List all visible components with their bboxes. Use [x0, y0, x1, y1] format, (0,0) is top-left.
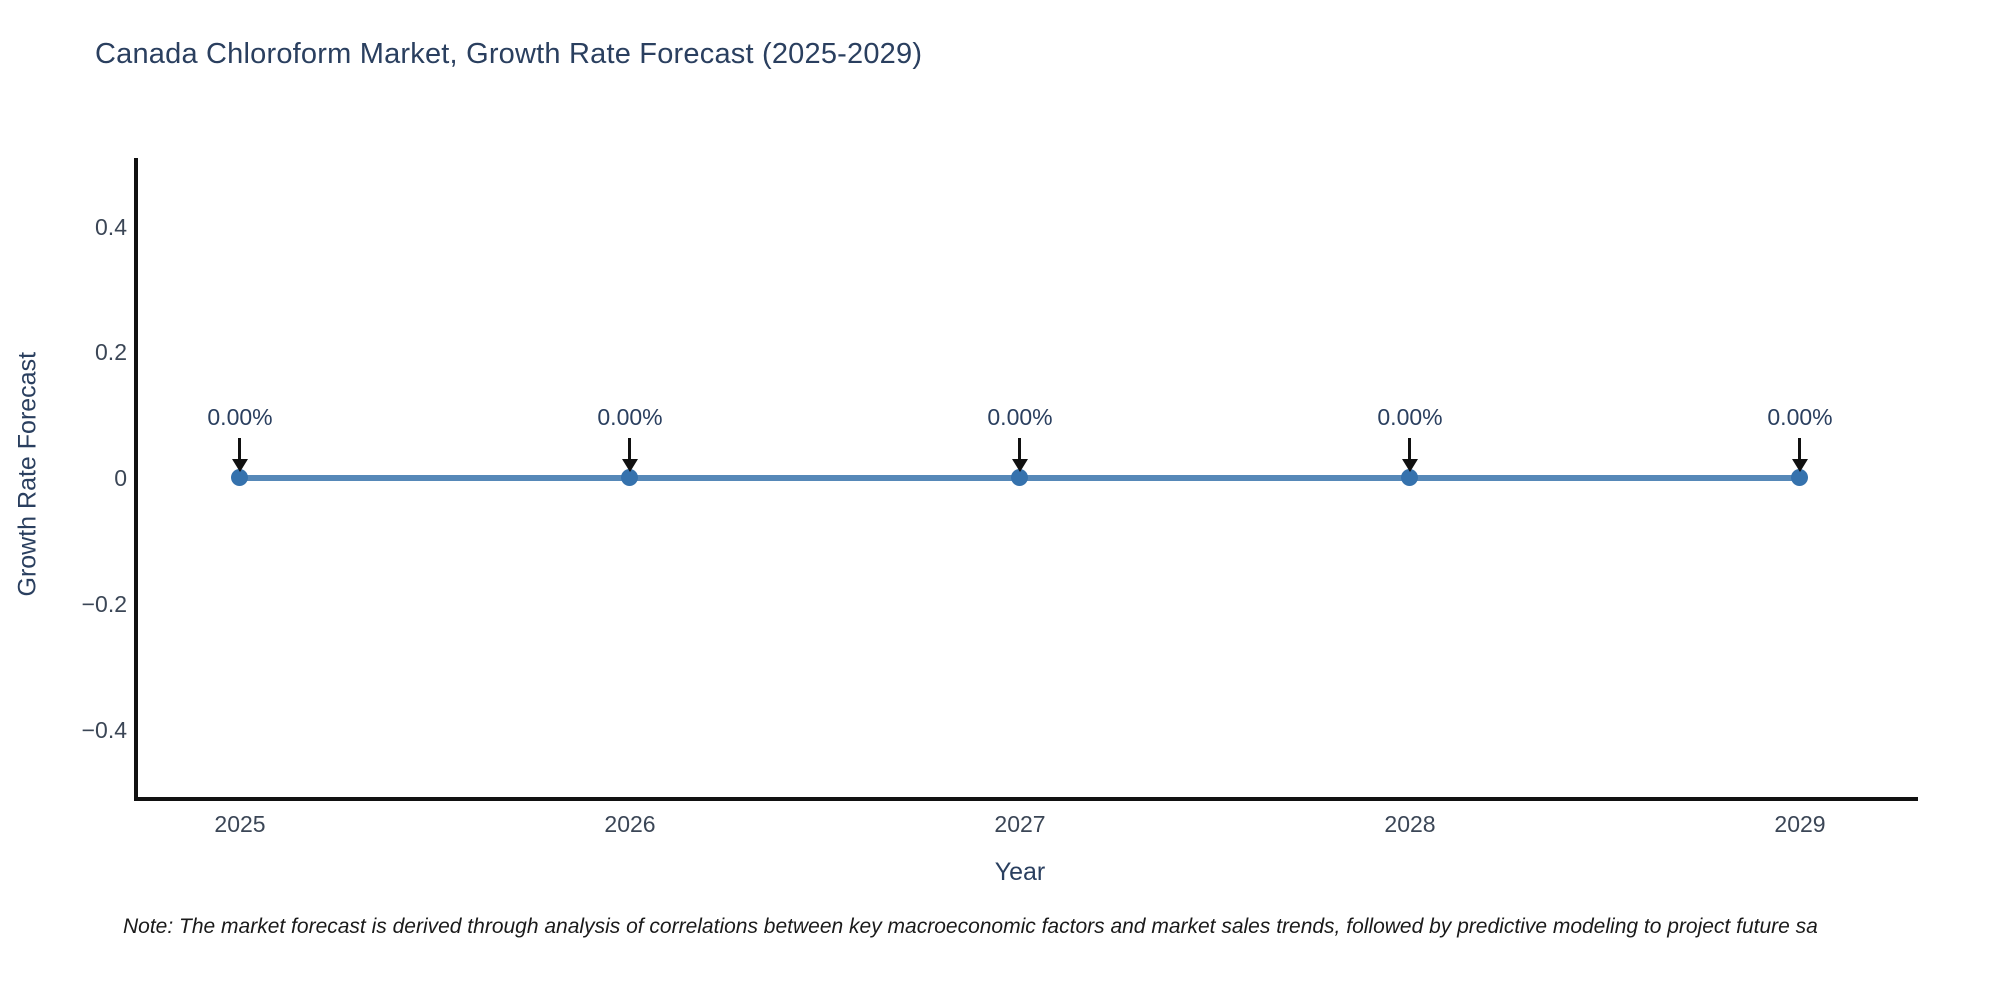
y-tick-label: 0.2	[95, 339, 127, 365]
annotation-arrow-shaft	[1798, 438, 1801, 463]
x-tick-label: 2028	[1384, 811, 1436, 837]
x-tick-label: 2026	[604, 811, 656, 837]
annotation-arrow-shaft	[238, 438, 241, 463]
x-tick-label: 2025	[214, 811, 266, 837]
annotation-label-2026: 0.00%	[597, 404, 663, 430]
annotation-arrow-head-icon	[622, 459, 638, 472]
annotation-arrow-head-icon	[1792, 459, 1808, 472]
data-point-2027	[1011, 469, 1028, 486]
data-point-2029	[1791, 469, 1808, 486]
annotation-label-2027: 0.00%	[987, 404, 1053, 430]
x-tick-label: 2027	[994, 811, 1046, 837]
data-point-2025	[231, 469, 248, 486]
y-tick-label: −0.2	[81, 591, 127, 617]
annotation-label-2029: 0.00%	[1767, 404, 1833, 430]
x-axis-line	[134, 797, 1918, 801]
annotation-arrow-head-icon	[232, 459, 248, 472]
x-tick-label: 2029	[1774, 811, 1826, 837]
y-tick-label: 0	[114, 465, 127, 491]
data-point-2028	[1401, 469, 1418, 486]
annotation-arrow-shaft	[628, 438, 631, 463]
annotation-arrow-shaft	[1018, 438, 1021, 463]
annotation-arrow-head-icon	[1012, 459, 1028, 472]
footnote: Note: The market forecast is derived thr…	[123, 915, 1818, 938]
chart-title: Canada Chloroform Market, Growth Rate Fo…	[95, 38, 923, 70]
annotation-arrow-shaft	[1408, 438, 1411, 463]
annotation-label-2025: 0.00%	[207, 404, 273, 430]
data-point-2026	[621, 469, 638, 486]
annotation-label-2028: 0.00%	[1377, 404, 1443, 430]
y-tick-label: 0.4	[95, 214, 127, 240]
y-tick-label: −0.4	[81, 717, 127, 743]
annotation-arrow-head-icon	[1402, 459, 1418, 472]
x-axis-title: Year	[994, 858, 1046, 886]
y-axis-line	[134, 158, 138, 801]
